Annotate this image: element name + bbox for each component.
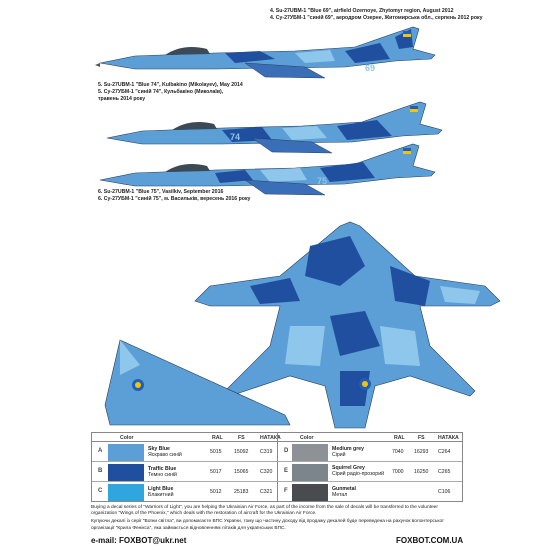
caption-6-ua: 6. Су-27УБМ-1 "синій 75", м. Васильків, … bbox=[98, 196, 251, 202]
color-swatch-light-blue bbox=[108, 483, 144, 501]
row-natakha: C319 bbox=[260, 449, 273, 455]
row-name-ua: Сірий радіо-прозорий bbox=[332, 471, 384, 477]
row-name-en: Squirrel Grey bbox=[332, 465, 365, 471]
row-letter: D bbox=[284, 448, 289, 454]
footer-website[interactable]: FOXBOT.COM.UA bbox=[396, 536, 464, 545]
row-name-ua: Сірий bbox=[332, 452, 346, 458]
caption-6: 6. Su-27UBM-1 "Blue 75", Vasilkiv, Septe… bbox=[98, 189, 250, 203]
row-letter: C bbox=[98, 488, 103, 494]
row-letter: E bbox=[284, 468, 289, 474]
row-name: Squirrel Grey Сірий радіо-прозорий bbox=[332, 465, 387, 477]
caption-5-ua: 5. Су-27УБМ-1 "синій 74", Кульбакіно (Ми… bbox=[98, 89, 224, 95]
row-fs: 15065 bbox=[234, 469, 249, 475]
row-ral: 7000 bbox=[392, 469, 404, 475]
color-swatch-medium-grey bbox=[292, 443, 328, 461]
header-color-left: Color bbox=[120, 434, 134, 441]
row-name-ua: Яскраво синій bbox=[148, 452, 182, 458]
row-fs: 15092 bbox=[234, 449, 249, 455]
row-natakha: C320 bbox=[260, 469, 273, 475]
caption-4-en: 4. Su-27UBM-1 "Blue 69", airfield Ozerno… bbox=[270, 8, 454, 14]
charity-note-ua: Купуючи декалі із серії "Воїни світла", … bbox=[91, 519, 444, 531]
row-ral: 7040 bbox=[392, 449, 404, 455]
header-ral-left: RAL bbox=[212, 434, 223, 441]
row-natakha: C321 bbox=[260, 489, 273, 495]
row-name-en: Gunmetal bbox=[332, 486, 356, 492]
row-name: Traffic Blue Темно синій bbox=[148, 466, 177, 478]
color-swatch-traffic-blue bbox=[108, 463, 144, 481]
charity-note-en: Buying a decal series of "Warriors of Li… bbox=[91, 505, 438, 517]
charity-note: Buying a decal series of "Warriors of Li… bbox=[91, 505, 463, 532]
row-natakha: C106 bbox=[438, 489, 451, 495]
caption-5: 5. Su-27UBM-1 "Blue 74", Kulbakino (Miko… bbox=[98, 82, 243, 103]
aircraft-number-75: 75 bbox=[317, 176, 328, 186]
footer-email[interactable]: e-mail: FOXBOT@ukr.net bbox=[91, 536, 187, 545]
table-row: A Sky Blue Яскраво синій 5015 15092 C319 … bbox=[92, 442, 462, 462]
row-fs: 16293 bbox=[414, 449, 429, 455]
caption-4: 4. Su-27UBM-1 "Blue 69", airfield Ozerno… bbox=[270, 8, 482, 22]
header-natakha-left: НАТАКА bbox=[260, 434, 281, 441]
row-letter: B bbox=[98, 468, 103, 474]
row-name-en: Traffic Blue bbox=[148, 466, 177, 472]
row-name: Medium grey Сірий bbox=[332, 446, 364, 458]
caption-5-ua-2: травень 2014 року bbox=[98, 96, 146, 102]
row-name-ua: Темно синій bbox=[148, 472, 177, 478]
row-letter: F bbox=[284, 488, 288, 494]
aircraft-profile-75: 75 bbox=[95, 140, 440, 202]
aircraft-profile-69: 69 bbox=[95, 23, 440, 85]
row-name-ua: Метал bbox=[332, 492, 348, 498]
row-natakha: C264 bbox=[438, 449, 451, 455]
row-ral: 5017 bbox=[210, 469, 222, 475]
row-letter: A bbox=[98, 448, 103, 454]
table-divider bbox=[277, 433, 278, 501]
color-swatch-squirrel-grey bbox=[292, 463, 328, 481]
caption-6-en: 6. Su-27UBM-1 "Blue 75", Vasilkiv, Septe… bbox=[98, 189, 224, 195]
row-name-en: Sky Blue bbox=[148, 446, 170, 452]
header-color-right: Color bbox=[300, 434, 314, 441]
header-ral-right: RAL bbox=[394, 434, 405, 441]
caption-4-ua: 4. Су-27УБМ-1 "синій 69", аеродром Озерн… bbox=[270, 15, 483, 21]
row-name: Sky Blue Яскраво синій bbox=[148, 446, 182, 458]
aircraft-number-74: 74 bbox=[230, 132, 241, 142]
header-fs-left: FS bbox=[238, 434, 245, 441]
aircraft-top-view bbox=[190, 206, 505, 431]
wing-view bbox=[100, 335, 295, 430]
caption-5-en: 5. Su-27UBM-1 "Blue 74", Kulbakino (Miko… bbox=[98, 82, 243, 88]
row-fs: 25183 bbox=[234, 489, 249, 495]
row-name-en: Light Blue bbox=[148, 486, 174, 492]
color-swatch-sky-blue bbox=[108, 443, 144, 461]
color-table: Color RAL FS НАТАКА Color RAL FS НАТАКА … bbox=[91, 432, 463, 502]
row-name-en: Medium grey bbox=[332, 446, 364, 452]
header-natakha-right: НАТАКА bbox=[438, 434, 459, 441]
aircraft-profile-74: 74 bbox=[102, 98, 447, 160]
row-ral: 5015 bbox=[210, 449, 222, 455]
row-name: Gunmetal Метал bbox=[332, 486, 356, 498]
table-row: B Traffic Blue Темно синій 5017 15065 C32… bbox=[92, 462, 462, 482]
row-name: Light Blue Блакитний bbox=[148, 486, 173, 498]
header-fs-right: FS bbox=[418, 434, 425, 441]
color-swatch-gunmetal bbox=[292, 483, 328, 501]
row-fs: 16250 bbox=[414, 469, 429, 475]
aircraft-number-69: 69 bbox=[365, 63, 376, 73]
row-natakha: C265 bbox=[438, 469, 451, 475]
table-row: C Light Blue Блакитний 5012 25183 C321 F … bbox=[92, 482, 462, 502]
row-ral: 5012 bbox=[210, 489, 222, 495]
row-name-ua: Блакитний bbox=[148, 492, 174, 498]
